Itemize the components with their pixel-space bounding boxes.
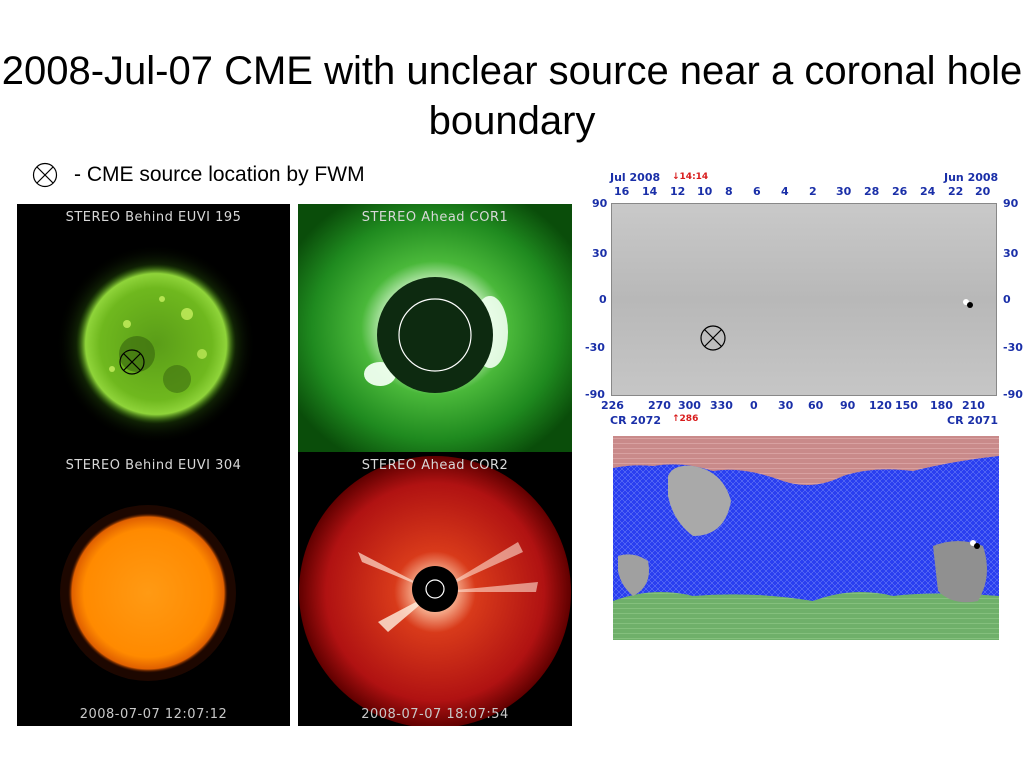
map-lon-tick: 30	[778, 399, 794, 412]
map-lat-tick: 30	[592, 247, 608, 260]
cor2-label: STEREO Ahead COR2	[361, 458, 509, 473]
map-lat-tick: 90	[592, 197, 608, 210]
map-lon-tick: 180	[930, 399, 953, 412]
map-marker-lon: ↑286	[672, 414, 699, 424]
map-day-tick: 14	[642, 185, 658, 198]
cme-source-marker-icon	[32, 162, 58, 188]
slide-title: 2008-Jul-07 CME with unclear source near…	[1, 49, 1023, 143]
map-source-marker-icon	[700, 325, 726, 351]
map-day-tick: 8	[725, 185, 733, 198]
map-lat-tick: -90	[585, 388, 605, 401]
map-lon-tick: 300	[678, 399, 701, 412]
map-lon-tick: 226	[601, 399, 624, 412]
map-lat-tick: -30	[585, 341, 605, 354]
legend: - CME source location by FWM	[32, 160, 365, 190]
euvi195-sun-image	[56, 244, 256, 444]
map-lon-tick: 330	[710, 399, 733, 412]
euvi304-label: STEREO Behind EUVI 304	[65, 458, 242, 473]
map-day-tick: 2	[809, 185, 817, 198]
cor2-timestamp: 2008-07-07 18:07:54	[361, 707, 509, 722]
map-lat-tick: 0	[599, 293, 607, 306]
map-left-rotation: CR 2072	[610, 414, 661, 427]
map-lon-tick: 150	[895, 399, 918, 412]
coronal-field-map	[613, 436, 999, 640]
map-day-tick: 6	[753, 185, 761, 198]
map-lat-tick: 30	[1003, 247, 1019, 260]
map-lon-tick: 0	[750, 399, 758, 412]
coronal-field-image	[613, 436, 999, 640]
cor1-label: STEREO Ahead COR1	[361, 210, 509, 225]
euvi304-sun-image	[60, 505, 236, 681]
cor2-coronagraph-image	[299, 456, 571, 726]
map-lon-tick: 60	[808, 399, 824, 412]
map-right-rotation: CR 2071	[947, 414, 998, 427]
euvi195-panel: STEREO Behind EUVI 195	[17, 204, 290, 452]
map-lon-tick: 120	[869, 399, 892, 412]
euvi304-panel: STEREO Behind EUVI 304 2008-07-07 12:07:…	[17, 452, 290, 726]
map-left-month: Jul 2008	[610, 171, 661, 184]
map-lat-tick: 90	[1003, 197, 1019, 210]
cor1-coronagraph-image	[298, 204, 572, 452]
euvi195-label: STEREO Behind EUVI 195	[65, 210, 242, 225]
map-marker-time: ↓14:14	[672, 172, 709, 182]
map-day-tick: 26	[892, 185, 908, 198]
cor1-panel: STEREO Ahead COR1	[298, 204, 572, 452]
map-lat-tick: -90	[1003, 388, 1023, 401]
map-day-tick: 4	[781, 185, 789, 198]
legend-text: - CME source location by FWM	[74, 163, 365, 186]
synoptic-map-image	[611, 203, 997, 396]
map-day-tick: 22	[948, 185, 964, 198]
map-lat-tick: 0	[1003, 293, 1011, 306]
map-day-tick: 12	[670, 185, 686, 198]
euvi304-timestamp: 2008-07-07 12:07:12	[79, 707, 228, 722]
map-day-tick: 20	[975, 185, 991, 198]
map-lon-tick: 270	[648, 399, 671, 412]
map-day-tick: 16	[614, 185, 630, 198]
map-lon-tick: 210	[962, 399, 985, 412]
euvi195-source-marker-icon	[119, 349, 145, 375]
map-lat-tick: -30	[1003, 341, 1023, 354]
map-right-month: Jun 2008	[944, 171, 999, 184]
map-day-tick: 10	[697, 185, 713, 198]
map-day-tick: 30	[836, 185, 852, 198]
map-lon-tick: 90	[840, 399, 856, 412]
cor2-panel: STEREO Ahead COR2 2008-07-07 18:07:54	[298, 452, 572, 726]
map-day-tick: 28	[864, 185, 880, 198]
map-day-tick: 24	[920, 185, 936, 198]
